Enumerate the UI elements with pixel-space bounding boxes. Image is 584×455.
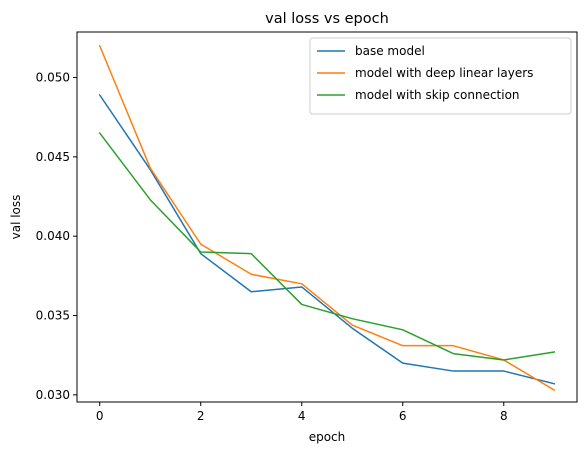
x-tick-label: 8 — [500, 409, 508, 423]
y-axis: 0.030 0.035 0.040 0.045 0.050 — [36, 71, 77, 402]
legend: base model model with deep linear layers m… — [310, 38, 571, 114]
legend-label-0: base model — [355, 44, 425, 58]
x-tick-label: 2 — [197, 409, 205, 423]
x-axis-label: epoch — [309, 430, 346, 444]
x-tick-label: 0 — [96, 409, 104, 423]
y-tick-label: 0.040 — [36, 229, 70, 243]
series-line-2 — [100, 133, 555, 360]
y-tick-label: 0.030 — [36, 388, 70, 402]
y-tick-label: 0.045 — [36, 150, 70, 164]
legend-label-1: model with deep linear layers — [355, 66, 533, 80]
series-line-0 — [100, 95, 555, 384]
legend-label-2: model with skip connection — [355, 88, 520, 102]
x-tick-label: 4 — [298, 409, 306, 423]
y-tick-label: 0.035 — [36, 309, 70, 323]
chart-title: val loss vs epoch — [265, 11, 389, 27]
y-axis-label: val loss — [9, 195, 23, 240]
x-axis: 0 2 4 6 8 — [96, 402, 508, 423]
y-tick-label: 0.050 — [36, 71, 70, 85]
x-tick-label: 6 — [399, 409, 407, 423]
